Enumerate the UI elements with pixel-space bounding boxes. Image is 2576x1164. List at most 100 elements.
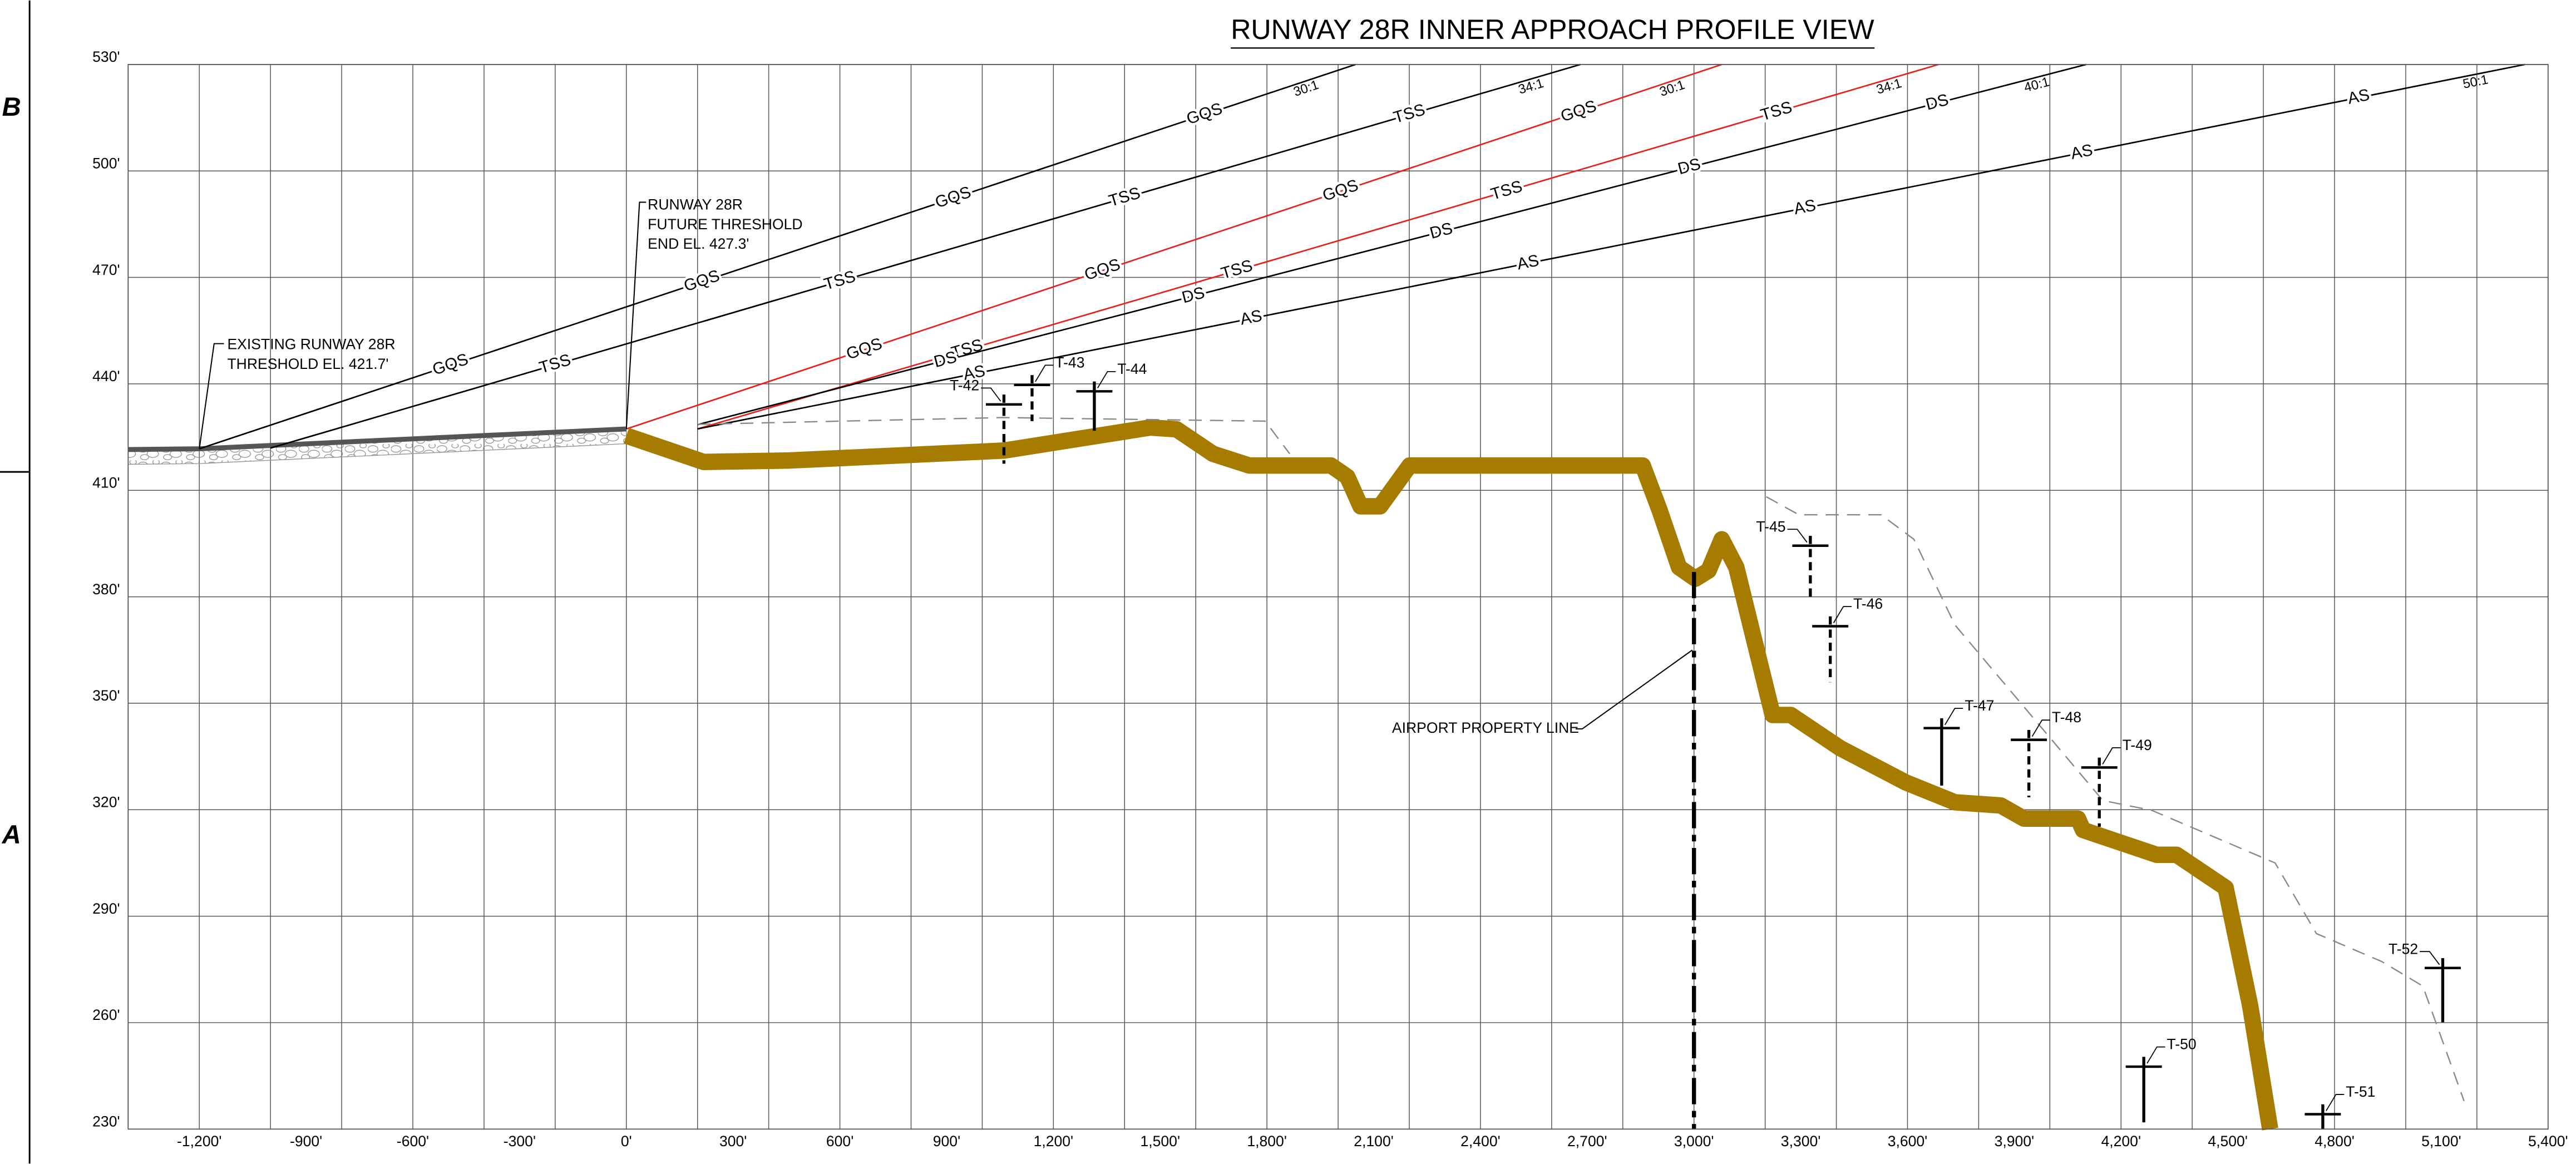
y-tick-label: 260' <box>92 1007 120 1023</box>
x-tick-label: 4,200' <box>2101 1133 2141 1150</box>
zone-letter: A <box>2 820 21 850</box>
tree-label: T-43 <box>1055 354 1084 371</box>
x-tick-label: 5,400' <box>2528 1133 2568 1150</box>
annotation: RUNWAY 28R <box>648 196 743 213</box>
surface-label: DS <box>1676 155 1702 178</box>
surface-label: DS <box>932 348 959 371</box>
surface-label: TSS <box>1759 98 1794 125</box>
surface-label: TSS <box>537 351 573 377</box>
x-tick-label: 1,500' <box>1140 1133 1180 1150</box>
surface-label: GQS <box>844 334 885 363</box>
surface-label: GQS <box>1082 255 1123 284</box>
surface-label: TSS <box>822 267 857 294</box>
surface-label: TSS <box>1489 177 1524 204</box>
leader <box>2031 719 2050 737</box>
x-tick-label: 5,100' <box>2421 1133 2461 1150</box>
x-tick-label: 3,300' <box>1781 1133 1821 1150</box>
x-tick-label: 3,900' <box>1995 1133 2035 1150</box>
surface-label: GQS <box>682 267 722 295</box>
leader <box>2102 747 2121 765</box>
leader <box>1945 708 1963 726</box>
surface-label: AS <box>1516 251 1541 273</box>
leader <box>2420 951 2440 965</box>
y-tick-label: 440' <box>92 368 120 384</box>
tree-label: T-52 <box>2389 940 2418 957</box>
tree-label: T-47 <box>1965 697 1994 714</box>
plot-frame <box>127 63 2549 1130</box>
surface-label: TSS <box>1219 257 1255 283</box>
leader <box>2326 1094 2345 1112</box>
x-tick-label: -900' <box>290 1133 322 1150</box>
approach-surface <box>697 63 2525 430</box>
annotation: EXISTING RUNWAY 28R <box>227 336 395 353</box>
leader <box>625 201 647 429</box>
surface-label: DS <box>1924 90 1951 114</box>
x-tick-label: 4,800' <box>2315 1133 2355 1150</box>
approach-surface <box>270 63 1581 449</box>
y-tick-label: 290' <box>92 900 120 917</box>
approach-surface <box>697 63 1939 430</box>
surface-label: AS <box>2069 141 2094 163</box>
y-tick-label: 230' <box>92 1113 120 1130</box>
slope-label: 50:1 <box>2461 72 2489 91</box>
x-tick-label: 900' <box>933 1133 960 1150</box>
leader <box>1035 364 1054 382</box>
leader <box>1787 529 1808 543</box>
slope-label: 40:1 <box>2022 75 2051 96</box>
leader <box>1097 371 1116 388</box>
surface-label: GQS <box>1320 176 1361 205</box>
tree-label: T-45 <box>1756 518 1785 535</box>
zone-letter: B <box>2 92 21 122</box>
x-tick-label: 300' <box>719 1133 747 1150</box>
leader <box>1833 606 1852 624</box>
x-tick-label: 2,100' <box>1354 1133 1394 1150</box>
surface-label: AS <box>1792 196 1817 218</box>
slope-label: 34:1 <box>1517 76 1545 97</box>
tree-label: T-49 <box>2123 737 2152 753</box>
tree-label: T-48 <box>2052 709 2081 726</box>
surface-label: DS <box>1180 283 1207 307</box>
approach-surface <box>626 63 1723 430</box>
surface-label: GQS <box>1184 99 1225 128</box>
y-tick-label: 500' <box>92 155 120 171</box>
surface-label: TSS <box>1107 184 1142 210</box>
y-tick-label: 380' <box>92 581 120 598</box>
proposed-ground <box>624 419 2278 1131</box>
x-tick-label: 2,700' <box>1567 1133 1607 1150</box>
x-tick-label: 3,600' <box>1888 1133 1928 1150</box>
surface-label: DS <box>1428 219 1454 243</box>
leader <box>1576 649 1693 730</box>
surface-label: GQS <box>933 183 974 212</box>
tree-label: T-50 <box>2167 1036 2197 1053</box>
x-tick-label: 2,400' <box>1460 1133 1501 1150</box>
x-tick-label: 4,500' <box>2208 1133 2248 1150</box>
x-tick-label: -600' <box>397 1133 429 1150</box>
leader <box>981 387 1001 402</box>
tree-label: T-42 <box>950 377 979 393</box>
tree-label: T-46 <box>1853 595 1883 612</box>
x-tick-label: -1,200' <box>177 1133 221 1150</box>
surface-label: AS <box>1238 307 1264 329</box>
existing-ground <box>697 417 1291 455</box>
y-tick-label: 470' <box>92 262 120 278</box>
y-tick-label: 350' <box>92 687 120 704</box>
surface-label: AS <box>2346 86 2371 108</box>
existing-ground <box>1765 496 2465 1102</box>
slope-label: 34:1 <box>1875 76 1903 97</box>
annotation: END EL. 427.3' <box>648 235 749 252</box>
tree-label: T-51 <box>2346 1083 2375 1100</box>
x-tick-label: 600' <box>826 1133 853 1150</box>
x-tick-label: -300' <box>504 1133 536 1150</box>
surface-label: GQS <box>430 350 471 379</box>
approach-surface <box>199 63 1356 450</box>
surface-label: GQS <box>1558 97 1599 126</box>
leader <box>2146 1046 2165 1064</box>
annotation: FUTURE THRESHOLD <box>648 216 802 233</box>
slope-label: 30:1 <box>1658 78 1687 100</box>
approach-surface <box>697 63 2086 426</box>
y-tick-label: 320' <box>92 793 120 810</box>
annotation: THRESHOLD EL. 421.7' <box>227 356 388 372</box>
y-tick-label: 410' <box>92 474 120 491</box>
